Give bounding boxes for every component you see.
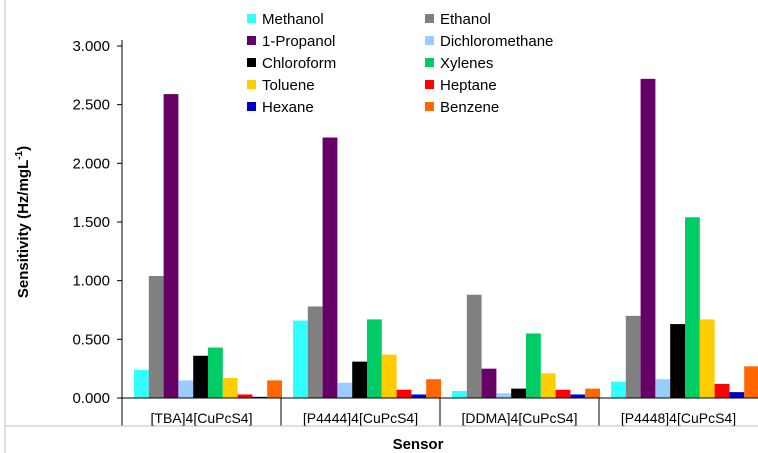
axes (121, 40, 758, 426)
category-label: [P4444]4[CuPcS4] (303, 410, 418, 426)
bar (625, 315, 641, 398)
bar (611, 381, 626, 398)
bar (481, 368, 497, 398)
bar (585, 388, 600, 398)
legend-swatch (425, 14, 434, 23)
y-tick-label: 1.000 (72, 273, 110, 290)
bar (466, 294, 482, 398)
legend-swatch (425, 36, 434, 45)
bars (134, 78, 758, 399)
bar (322, 137, 338, 398)
legend-label: Xylenes (440, 55, 493, 72)
bar (685, 217, 700, 398)
bar (744, 366, 758, 398)
bar (307, 306, 323, 398)
legend-label: Methanol (262, 11, 324, 28)
category-labels: [TBA]4[CuPcS4] [P4444]4[CuPcS4] [DDMA]4[Cu… (151, 410, 737, 426)
legend-swatch (425, 58, 434, 67)
y-tick-label: 1.500 (72, 214, 110, 231)
bar (367, 319, 382, 398)
legend-label: Benzene (440, 99, 499, 116)
bar (396, 389, 412, 398)
legend-label: 1-Propanol (262, 33, 335, 50)
bar (237, 394, 253, 398)
bar (540, 373, 556, 398)
y-tick-label: 3.000 (72, 38, 110, 55)
bar (526, 333, 541, 398)
bar (267, 380, 282, 398)
bar (163, 94, 179, 399)
y-axis-title-text: Sensitivity (Hz/mgL-1) (14, 146, 32, 298)
legend-swatch (247, 102, 256, 111)
legend-swatch (425, 80, 434, 89)
y-tick-label: 0.000 (72, 390, 110, 407)
category-label: [TBA]4[CuPcS4] (151, 410, 253, 426)
bar (729, 392, 745, 398)
bar (452, 390, 467, 398)
bar (352, 361, 367, 398)
bar (148, 275, 164, 398)
bar (496, 393, 512, 398)
bar (293, 320, 308, 398)
y-axis-ticks: 0.000 0.500 1.000 1.500 2.000 2.500 3.000 (72, 38, 122, 407)
legend-swatch (247, 14, 256, 23)
bar (640, 78, 656, 398)
bar (337, 382, 353, 398)
legend-label: Ethanol (440, 11, 491, 28)
legend-label: Dichloromethane (440, 33, 553, 50)
bar (655, 379, 671, 398)
legend-swatch (247, 80, 256, 89)
bar (699, 319, 715, 398)
bar (208, 347, 223, 398)
bar (193, 355, 208, 398)
bar (511, 388, 526, 398)
legend-label: Hexane (262, 99, 314, 116)
y-tick-label: 2.500 (72, 97, 110, 114)
bar (381, 354, 397, 398)
legend-swatch (247, 36, 256, 45)
y-tick-label: 0.500 (72, 331, 110, 348)
x-axis-title: Sensor (393, 436, 444, 453)
bar (411, 394, 427, 398)
legend: Methanol Ethanol 1-Propanol Dichloromethane… (247, 11, 553, 116)
category-label: [DDMA]4[CuPcS4] (462, 410, 578, 426)
bar (426, 379, 441, 398)
y-axis-title: Sensitivity (Hz/mgL-1) (14, 146, 32, 298)
y-tick-label: 2.000 (72, 155, 110, 172)
bar (570, 394, 586, 398)
category-label: [P4448]4[CuPcS4] (621, 410, 736, 426)
legend-label: Toluene (262, 77, 315, 94)
legend-swatch (247, 58, 256, 67)
legend-swatch (425, 102, 434, 111)
bar (714, 383, 730, 398)
bar (670, 324, 685, 398)
legend-label: Heptane (440, 77, 497, 94)
bar (252, 396, 268, 398)
bar (178, 380, 194, 398)
bar (555, 389, 571, 398)
legend-label: Chloroform (262, 55, 336, 72)
bar (222, 378, 238, 398)
bar (134, 369, 149, 398)
